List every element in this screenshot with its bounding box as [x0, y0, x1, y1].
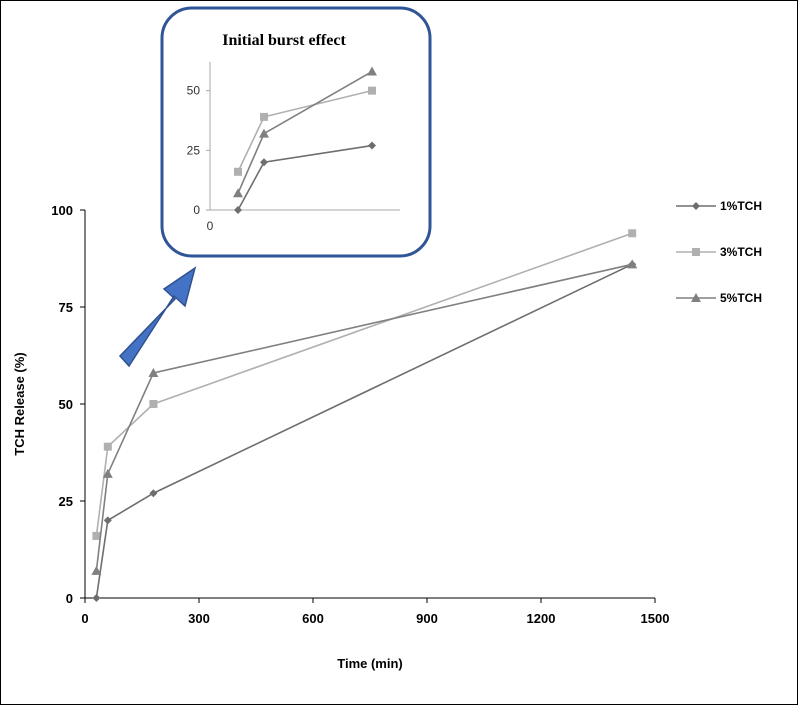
- inset-data-point-5%TCH: [233, 188, 243, 198]
- inset-data-point-5%TCH: [259, 128, 269, 138]
- x-tick-label: 300: [188, 611, 210, 626]
- legend-label: 1%TCH: [720, 199, 762, 213]
- legend: 1%TCH 3%TCH 5%TCH: [676, 199, 762, 305]
- inset-x-tick-label: 0: [207, 219, 214, 233]
- x-tick-label: 0: [81, 611, 88, 626]
- x-tick-label: 1200: [527, 611, 556, 626]
- data-point-3%TCH: [149, 400, 158, 408]
- inset-data-point-1%TCH: [368, 141, 376, 150]
- data-point-1%TCH: [149, 489, 158, 498]
- burst-arrow-icon: [118, 266, 197, 368]
- inset-data-point-5%TCH: [367, 66, 377, 76]
- x-tick-label: 600: [302, 611, 324, 626]
- data-point-3%TCH: [628, 229, 637, 238]
- inset-data-point-1%TCH: [260, 158, 268, 167]
- inset-data-point-1%TCH: [234, 206, 242, 214]
- y-axis-title: TCH Release (%): [12, 352, 27, 455]
- legend-label: 5%TCH: [720, 291, 762, 305]
- inset-title: Initial burst effect: [222, 32, 346, 49]
- main-axis-ticks: 0 25 50 75 100 0 300 600 900 1200 1500: [51, 203, 669, 626]
- x-tick-label: 900: [416, 611, 438, 626]
- inset-y-tick-label: 50: [187, 84, 201, 98]
- y-tick-label: 100: [51, 203, 73, 218]
- legend-marker: [692, 202, 700, 210]
- inset-series-group: [233, 66, 377, 214]
- y-tick-label: 50: [59, 397, 73, 412]
- inset-y-tick-label: 0: [193, 203, 200, 217]
- series-line-1%TCH: [95, 263, 633, 599]
- data-point-5%TCH: [91, 565, 102, 575]
- x-axis-title: Time (min): [337, 656, 403, 671]
- inset-axis-ticks: 0 25 50 0: [187, 84, 214, 233]
- legend-label: 3%TCH: [720, 245, 762, 259]
- inset-y-tick-label: 25: [187, 143, 201, 157]
- inset-border: [160, 6, 432, 258]
- data-point-3%TCH: [103, 442, 112, 451]
- legend-marker: [691, 293, 701, 302]
- y-tick-label: 0: [66, 591, 73, 606]
- data-point-3%TCH: [92, 531, 101, 540]
- data-point-5%TCH: [627, 259, 638, 269]
- inset-data-point-3%TCH: [234, 167, 242, 176]
- y-tick-label: 75: [59, 300, 73, 315]
- x-tick-label: 1500: [641, 611, 670, 626]
- data-point-1%TCH: [103, 516, 112, 525]
- legend-marker: [692, 248, 700, 256]
- data-point-5%TCH: [148, 367, 159, 377]
- data-point-1%TCH: [92, 594, 101, 602]
- series-line-3%TCH: [95, 232, 633, 537]
- inset-data-point-3%TCH: [260, 112, 268, 121]
- data-point-5%TCH: [102, 468, 113, 478]
- inset-data-point-3%TCH: [368, 86, 376, 95]
- y-tick-label: 25: [59, 494, 73, 509]
- main-series-group: [91, 229, 638, 602]
- series-line-5%TCH: [95, 263, 633, 571]
